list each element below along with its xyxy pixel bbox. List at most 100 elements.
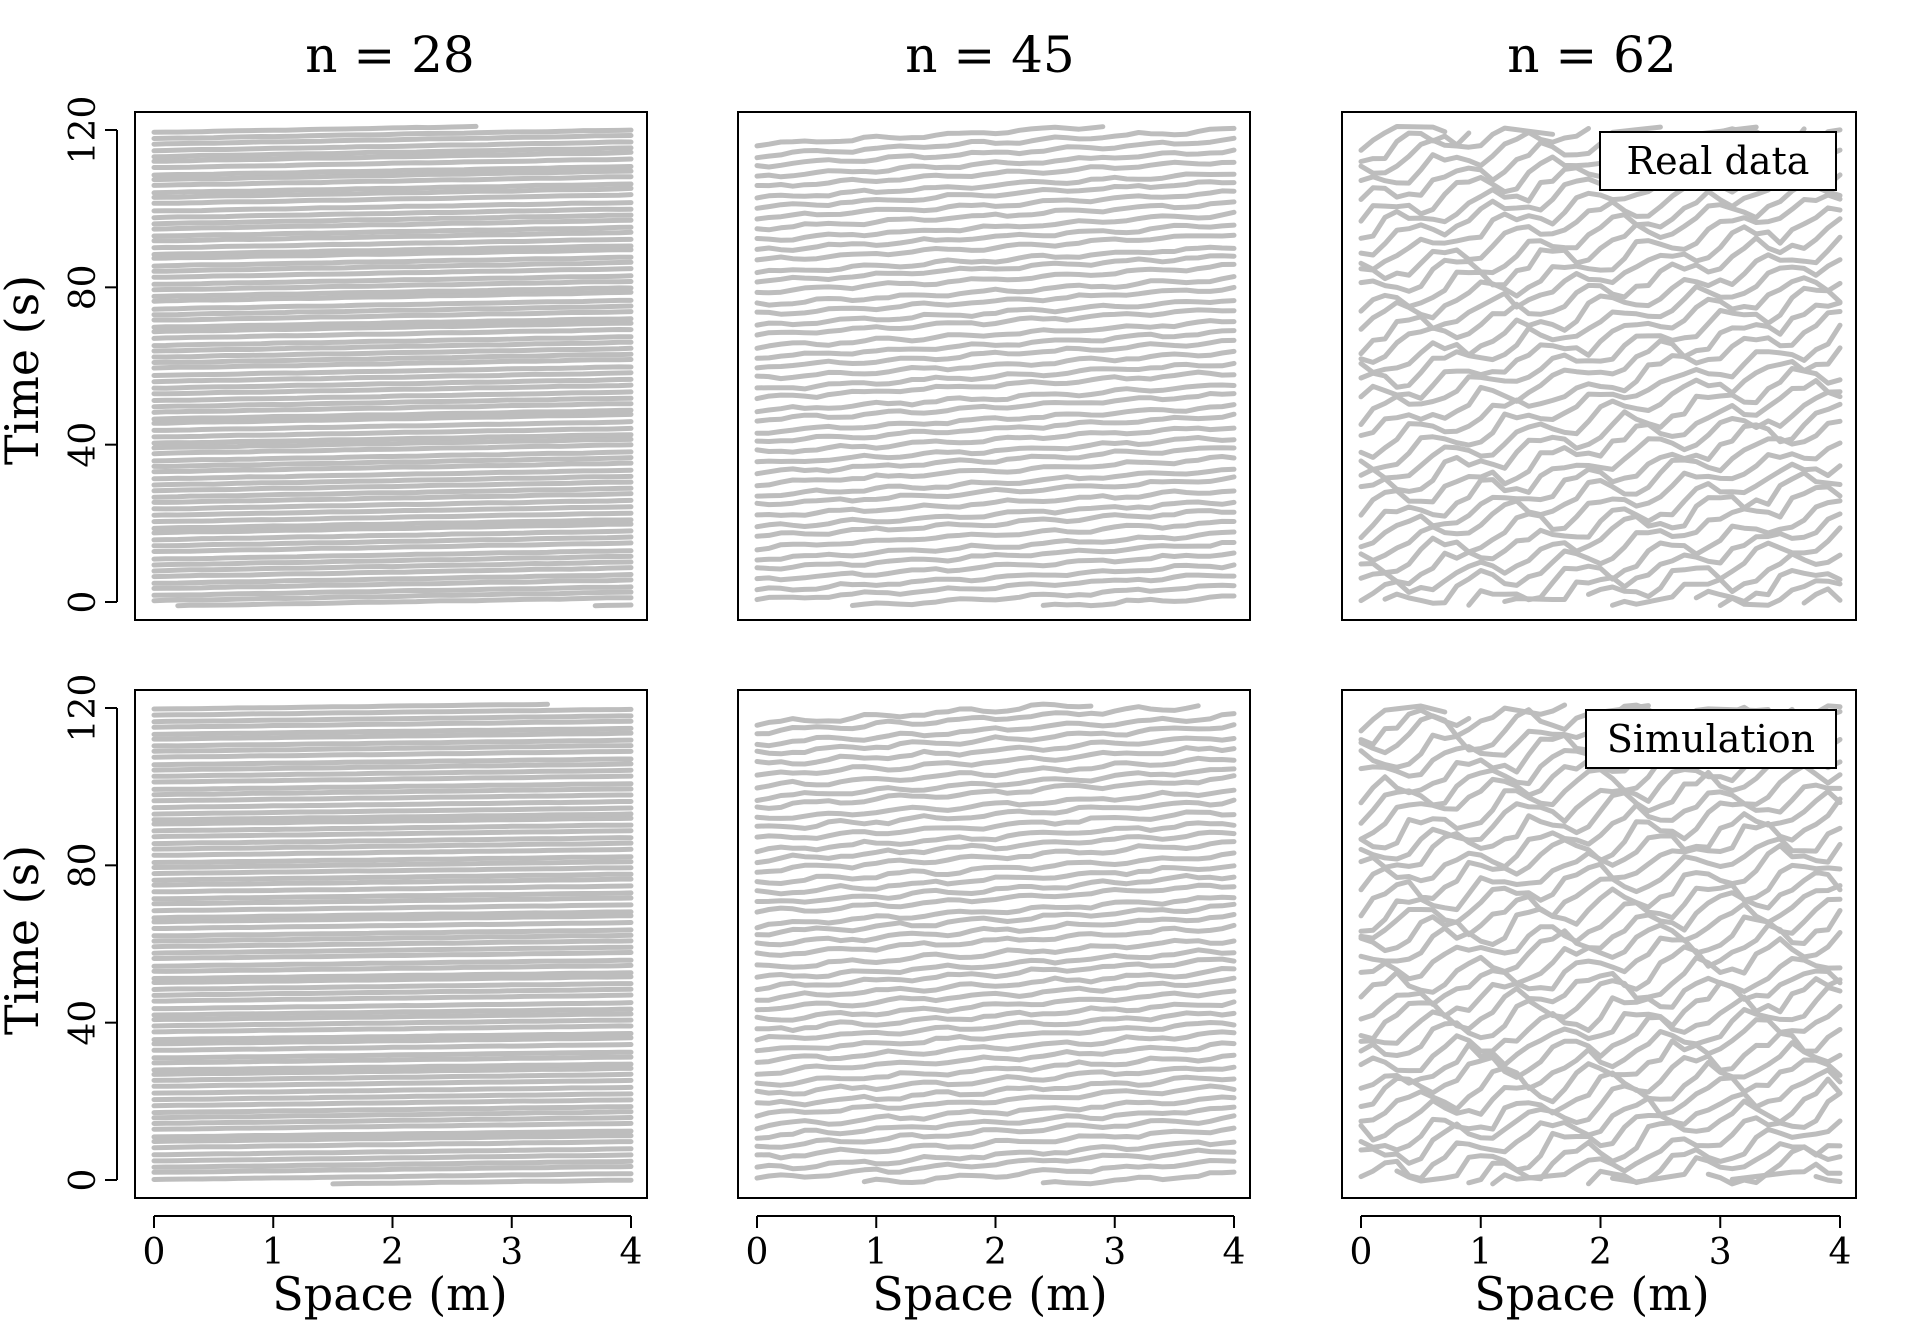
trajectory-line (1358, 389, 1843, 541)
trajectory-line (754, 209, 1237, 243)
trajectory-line (151, 395, 634, 410)
trajectory-line (1358, 125, 1556, 176)
trajectory-line (754, 773, 1237, 811)
trajectory-line (151, 786, 634, 798)
column-title-n45: n = 45 (905, 26, 1075, 84)
trajectory-line (754, 274, 1237, 308)
trajectory-line (151, 229, 634, 244)
trajectory-line (151, 1023, 634, 1035)
trajectory-line (1358, 1040, 1843, 1166)
trajectory-line (151, 876, 634, 888)
trajectory-line (151, 334, 634, 349)
trajectory-line (754, 912, 1237, 948)
trajectory-line (754, 369, 1237, 402)
trajectory-line (151, 713, 634, 725)
trajectory-line (151, 339, 634, 354)
trajectory-line (754, 1052, 1237, 1088)
trajectory-line (754, 135, 1237, 170)
trajectory-line (151, 589, 634, 604)
trajectory-line (1358, 234, 1843, 375)
y-tick-label: 80 (63, 842, 104, 888)
trajectory-line (754, 988, 1237, 1023)
trajectory-line (1813, 1174, 1843, 1184)
trajectory-line (754, 1139, 1237, 1172)
trajectory-line (151, 584, 634, 598)
trajectory-line (151, 351, 634, 365)
trajectory-line (151, 871, 634, 883)
trajectory-line (151, 185, 634, 200)
trajectory-line (754, 873, 1237, 905)
trajectory-line (754, 562, 1237, 593)
legend-label: Real data (1627, 139, 1810, 183)
trajectory-line (1358, 285, 1843, 427)
trajectory-line (1586, 525, 1843, 600)
trajectory-line (1586, 1118, 1843, 1187)
trajectory-line (754, 518, 1237, 553)
legend-box (1585, 709, 1837, 769)
trajectory-line (754, 1040, 1237, 1077)
y-tick-label: 0 (63, 591, 104, 614)
trajectory-line (754, 701, 1094, 728)
trajectory-line (151, 1065, 634, 1077)
trajectory-line (151, 285, 634, 299)
trajectory-line (151, 767, 634, 779)
trajectory-line (1358, 257, 1843, 390)
trajectory-line (151, 528, 634, 543)
trajectory-line (1358, 216, 1843, 365)
trajectory-line (754, 488, 1237, 518)
trajectory-line (151, 273, 634, 287)
trajectory-line (175, 595, 634, 609)
trajectory-line (151, 316, 634, 330)
x-tick-label: 0 (746, 1232, 769, 1273)
trajectory-line (151, 1120, 634, 1132)
trajectory-line (754, 850, 1237, 886)
trajectory-line (151, 1139, 634, 1151)
column-title-n62: n = 62 (1507, 26, 1677, 84)
trajectory-line (151, 1006, 634, 1018)
plot-frame (737, 111, 1251, 621)
plot-frame (737, 689, 1251, 1199)
trajectory-line (754, 894, 1237, 931)
trajectory-line (151, 407, 634, 422)
trajectory-line (754, 328, 1237, 361)
trajectories (754, 124, 1237, 609)
trajectory-line (592, 602, 634, 609)
trajectory-line (1729, 1161, 1843, 1182)
trajectory-line (151, 718, 634, 730)
x-tick-label: 3 (1709, 1232, 1732, 1273)
trajectory-line (754, 1074, 1237, 1108)
trajectory-line (151, 828, 634, 840)
trajectory-line (754, 882, 1237, 915)
trajectory-line (754, 1010, 1237, 1043)
trajectory-line (151, 206, 634, 221)
trajectory-line (151, 748, 634, 760)
trajectory-line (151, 1164, 634, 1175)
trajectory-line (151, 1097, 634, 1109)
trajectory-line (151, 565, 634, 580)
trajectory-line (754, 1094, 1237, 1132)
x-tick-label: 1 (865, 1232, 888, 1273)
trajectory-line (151, 504, 634, 518)
trajectory-line (754, 1083, 1237, 1119)
trajectory-line (754, 298, 1237, 328)
legend-box (1599, 131, 1837, 191)
x-tick-label: 1 (1469, 1232, 1492, 1273)
trajectory-line (1358, 130, 1472, 164)
trajectory-line (151, 1158, 634, 1170)
column-title-n28: n = 28 (305, 26, 475, 84)
trajectory-line (151, 133, 634, 147)
trajectory-line (151, 981, 634, 992)
trajectory-line (151, 279, 634, 293)
trajectory-line (151, 1084, 634, 1096)
trajectory-line (151, 485, 634, 500)
y-tick-label: 80 (63, 264, 104, 310)
trajectory-line (151, 909, 634, 921)
trajectory-line (151, 303, 634, 318)
trajectory-line (754, 1125, 1237, 1161)
trajectory-line (151, 974, 634, 985)
trajectory-line (754, 820, 1237, 855)
trajectory-line (754, 722, 1237, 757)
trajectory-line (151, 345, 634, 360)
trajectory-line (151, 1128, 634, 1140)
trajectory-line (151, 992, 634, 1004)
